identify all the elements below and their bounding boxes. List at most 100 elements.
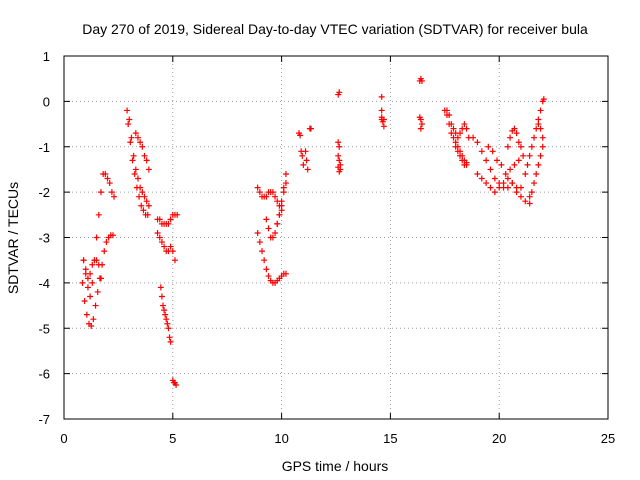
data-point [454, 148, 461, 155]
data-point [263, 193, 270, 200]
data-point [459, 157, 466, 164]
data-point [485, 143, 492, 150]
data-point [81, 298, 88, 305]
data-point [143, 198, 150, 205]
series-arc-9a [441, 107, 470, 166]
data-point [130, 152, 137, 159]
data-point [171, 257, 178, 264]
data-point [157, 284, 164, 291]
data-point [132, 166, 139, 173]
data-point [282, 180, 289, 187]
data-point [141, 152, 148, 159]
data-point [129, 157, 136, 164]
data-point [126, 116, 133, 123]
data-point [528, 143, 535, 150]
y-tick-label: 0 [43, 94, 50, 109]
x-tick-label: 5 [169, 431, 176, 446]
data-point [418, 121, 425, 128]
data-point [418, 77, 425, 84]
data-point [522, 198, 529, 205]
data-point [491, 175, 498, 182]
data-point [97, 189, 104, 196]
data-point [144, 211, 151, 218]
data-point [524, 161, 531, 168]
data-point [276, 211, 283, 218]
y-axis-label: SDTVAR / TECUs [5, 182, 21, 294]
data-point [336, 143, 343, 150]
data-point [448, 121, 455, 128]
data-point [446, 111, 453, 118]
data-point [537, 107, 544, 114]
data-point [139, 189, 146, 196]
data-point [504, 184, 511, 191]
data-point [535, 161, 542, 168]
data-point [504, 143, 511, 150]
data-point [483, 157, 490, 164]
data-point [517, 193, 524, 200]
data-point [140, 207, 147, 214]
data-point [335, 139, 342, 146]
data-point [174, 211, 181, 218]
x-tick-label: 0 [60, 431, 67, 446]
chart-title: Day 270 of 2019, Sidereal Day-to-day VTE… [82, 21, 588, 37]
data-point [463, 125, 470, 132]
series-arc-12 [526, 121, 546, 200]
data-point [145, 166, 152, 173]
data-point [517, 184, 524, 191]
data-point [87, 293, 94, 300]
data-point [520, 152, 527, 159]
data-point [89, 279, 96, 286]
y-tick-label: 1 [43, 49, 50, 64]
grid-lines [64, 56, 608, 419]
x-tick-label: 25 [601, 431, 615, 446]
series-arc-4d [274, 180, 289, 227]
data-point [539, 143, 546, 150]
data-point [282, 270, 289, 277]
data-point [528, 189, 535, 196]
data-point [474, 139, 481, 146]
data-point [526, 200, 533, 207]
data-point [256, 239, 263, 246]
data-point [304, 166, 311, 173]
data-point [336, 168, 343, 175]
data-point [143, 157, 150, 164]
series-arc-9c [452, 143, 470, 168]
data-point [511, 161, 518, 168]
data-point [539, 134, 546, 141]
data-point [336, 89, 343, 96]
y-tick-label: -5 [38, 321, 50, 336]
series-arc-6 [335, 89, 344, 175]
data-point [136, 193, 143, 200]
data-point [156, 234, 163, 241]
data-point [533, 170, 540, 177]
data-point [84, 275, 91, 282]
data-point [145, 202, 152, 209]
data-point [131, 170, 138, 177]
data-point [167, 216, 174, 223]
series-arc-1c [80, 257, 104, 282]
series-arc-10d [504, 125, 524, 150]
data-point [537, 152, 544, 159]
data-points [79, 75, 547, 388]
data-point [265, 273, 272, 280]
data-point [517, 143, 524, 150]
data-point [254, 184, 261, 191]
data-point [300, 161, 307, 168]
data-point [137, 139, 144, 146]
y-tick-label: -4 [38, 276, 50, 291]
data-point [161, 243, 168, 250]
data-point [269, 234, 276, 241]
data-point [478, 175, 485, 182]
data-point [111, 193, 118, 200]
data-point [498, 161, 505, 168]
axis-ticks: 0 5 10 15 20 25 -7 -6 -5 -4 -3 -2 -1 0 1 [38, 49, 615, 446]
data-point [94, 288, 101, 295]
data-point [160, 302, 167, 309]
data-point [380, 116, 387, 123]
data-point [515, 139, 522, 146]
data-point [141, 193, 148, 200]
x-tick-label: 10 [274, 431, 288, 446]
data-point [531, 180, 538, 187]
data-point [95, 261, 102, 268]
